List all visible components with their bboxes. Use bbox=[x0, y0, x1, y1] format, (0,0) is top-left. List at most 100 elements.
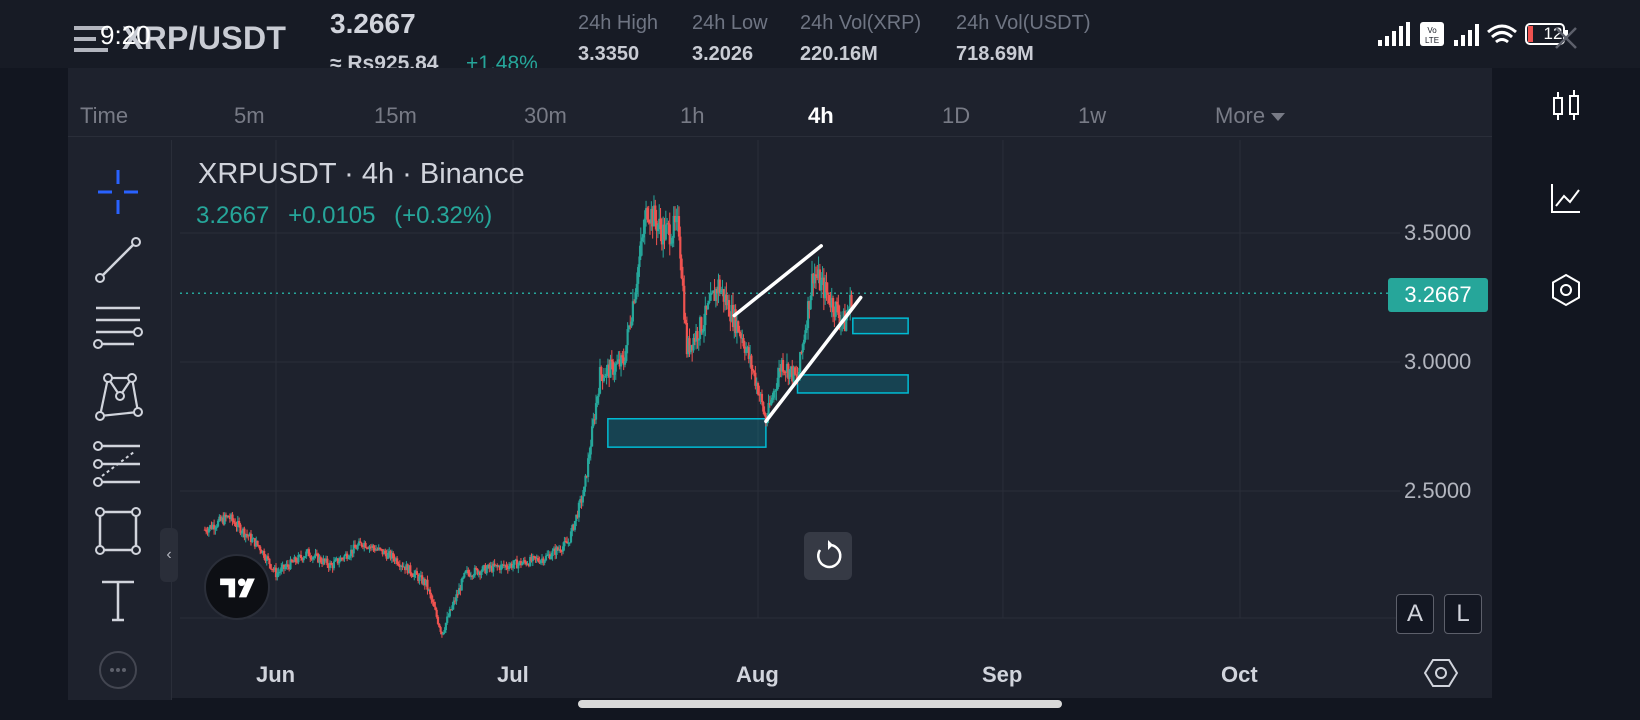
more-tools-icon[interactable] bbox=[88, 640, 148, 696]
candle-body bbox=[444, 622, 447, 631]
close-icon[interactable] bbox=[1552, 24, 1580, 52]
indicators-icon[interactable] bbox=[1548, 180, 1584, 216]
candle-body bbox=[232, 520, 235, 523]
collapse-toolbar-tab[interactable]: ‹ bbox=[160, 528, 178, 582]
candle-body bbox=[485, 568, 488, 574]
candle-body bbox=[215, 526, 218, 528]
horizontal-lines-icon[interactable] bbox=[88, 300, 148, 356]
tf-30m[interactable]: 30m bbox=[524, 103, 567, 128]
candle-body bbox=[581, 496, 584, 503]
chart-symbol-title[interactable]: XRPUSDT · 4h · Binance bbox=[198, 158, 525, 190]
rectangle-icon[interactable] bbox=[88, 504, 148, 560]
home-indicator bbox=[578, 700, 1062, 708]
candle-body bbox=[820, 279, 823, 291]
candle-body bbox=[486, 564, 490, 569]
candle-body bbox=[527, 564, 530, 566]
candle-body bbox=[511, 564, 515, 568]
log-scale-button[interactable]: L bbox=[1444, 594, 1482, 634]
candle-body bbox=[613, 371, 616, 375]
candle-body bbox=[489, 565, 492, 569]
crosshair-icon[interactable] bbox=[88, 164, 148, 220]
candle-body bbox=[529, 556, 532, 566]
candle-body bbox=[331, 564, 334, 569]
reset-chart-icon[interactable] bbox=[804, 532, 852, 580]
candle-body bbox=[347, 557, 350, 559]
candle-body bbox=[318, 557, 321, 563]
candle-body bbox=[745, 349, 748, 353]
candle-body bbox=[735, 321, 739, 334]
settings-hex-icon[interactable] bbox=[1548, 272, 1584, 308]
candle-body bbox=[713, 290, 716, 301]
candle-body bbox=[381, 549, 384, 555]
candle-body bbox=[626, 329, 629, 346]
volte-icon: Vo LTE bbox=[1420, 22, 1444, 46]
candle-body bbox=[816, 276, 819, 278]
candle-body bbox=[826, 292, 829, 295]
candle-body bbox=[247, 535, 250, 537]
candle-body bbox=[644, 208, 648, 219]
candle-body bbox=[428, 589, 432, 595]
tf-1w[interactable]: 1w bbox=[1078, 103, 1107, 128]
tf-1h[interactable]: 1h bbox=[680, 103, 705, 128]
candle-body bbox=[561, 546, 565, 552]
candle-body bbox=[240, 532, 243, 534]
candle-body bbox=[793, 367, 796, 375]
candle-body bbox=[569, 531, 573, 543]
pair-title[interactable]: XRP/USDT bbox=[122, 20, 287, 56]
candle-body bbox=[313, 556, 316, 558]
candle-body bbox=[468, 573, 471, 577]
candle-body bbox=[676, 216, 679, 218]
candle-body bbox=[388, 551, 391, 553]
candle-body bbox=[767, 403, 770, 419]
chart-settings-icon[interactable] bbox=[1424, 656, 1458, 690]
text-icon[interactable] bbox=[88, 572, 148, 628]
pattern-icon[interactable] bbox=[88, 368, 148, 424]
legend-last: 3.2667 bbox=[196, 202, 270, 229]
candle-body bbox=[795, 374, 798, 376]
tf-4h[interactable]: 4h bbox=[808, 103, 834, 128]
candle-body bbox=[523, 560, 527, 562]
candle-body bbox=[253, 538, 257, 547]
fib-icon[interactable] bbox=[88, 436, 148, 492]
auto-scale-button[interactable]: A bbox=[1396, 594, 1434, 634]
trend-line-icon[interactable] bbox=[88, 232, 148, 288]
tf-5m[interactable]: 5m bbox=[234, 103, 265, 128]
top-bar: XRP/USDT 9:20 3.2667 ≈ Rs925.84 +1.48% 2… bbox=[0, 0, 1640, 75]
caret-down-icon bbox=[1271, 113, 1286, 122]
tf-15m[interactable]: 15m bbox=[374, 103, 417, 128]
candle-body bbox=[359, 541, 362, 543]
candle-body bbox=[637, 267, 640, 284]
candle-body bbox=[255, 540, 258, 547]
candle-body bbox=[592, 419, 595, 427]
candle-body bbox=[278, 571, 282, 573]
candle-body bbox=[634, 292, 637, 303]
tf-more[interactable]: More bbox=[1215, 103, 1286, 129]
candle-body bbox=[710, 292, 714, 294]
tf-time[interactable]: Time bbox=[80, 103, 129, 128]
svg-text:LTE: LTE bbox=[1425, 36, 1439, 45]
candle-body bbox=[384, 550, 387, 554]
candle-body bbox=[401, 565, 404, 567]
candle-body bbox=[249, 533, 253, 543]
menu-icon[interactable] bbox=[74, 24, 108, 54]
candle-body bbox=[705, 305, 708, 310]
candle-body bbox=[501, 564, 504, 566]
candle-body bbox=[675, 216, 678, 223]
candle-body bbox=[828, 294, 831, 304]
candle-body bbox=[535, 558, 538, 560]
candle-body bbox=[774, 390, 777, 392]
candle-body bbox=[526, 564, 529, 566]
candle-body bbox=[785, 363, 789, 372]
drawing-toolbar bbox=[68, 140, 172, 700]
candle-body bbox=[808, 301, 811, 310]
tradingview-logo-icon[interactable] bbox=[204, 554, 270, 620]
candle-body bbox=[747, 347, 750, 359]
candle-body bbox=[306, 549, 309, 552]
legend-change-pct: (+0.32%) bbox=[394, 202, 493, 229]
tf-1d[interactable]: 1D bbox=[942, 103, 971, 128]
candle-body bbox=[263, 550, 266, 558]
candle-body bbox=[680, 258, 683, 279]
candle-body bbox=[536, 558, 540, 561]
chart-type-icon[interactable] bbox=[1548, 88, 1584, 124]
